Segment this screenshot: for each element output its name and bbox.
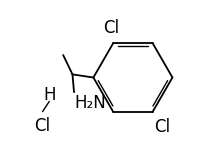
Text: Cl: Cl: [34, 117, 50, 135]
Text: H: H: [43, 86, 56, 104]
Text: Cl: Cl: [103, 19, 120, 37]
Text: H₂N: H₂N: [75, 94, 107, 112]
Text: Cl: Cl: [154, 118, 170, 136]
